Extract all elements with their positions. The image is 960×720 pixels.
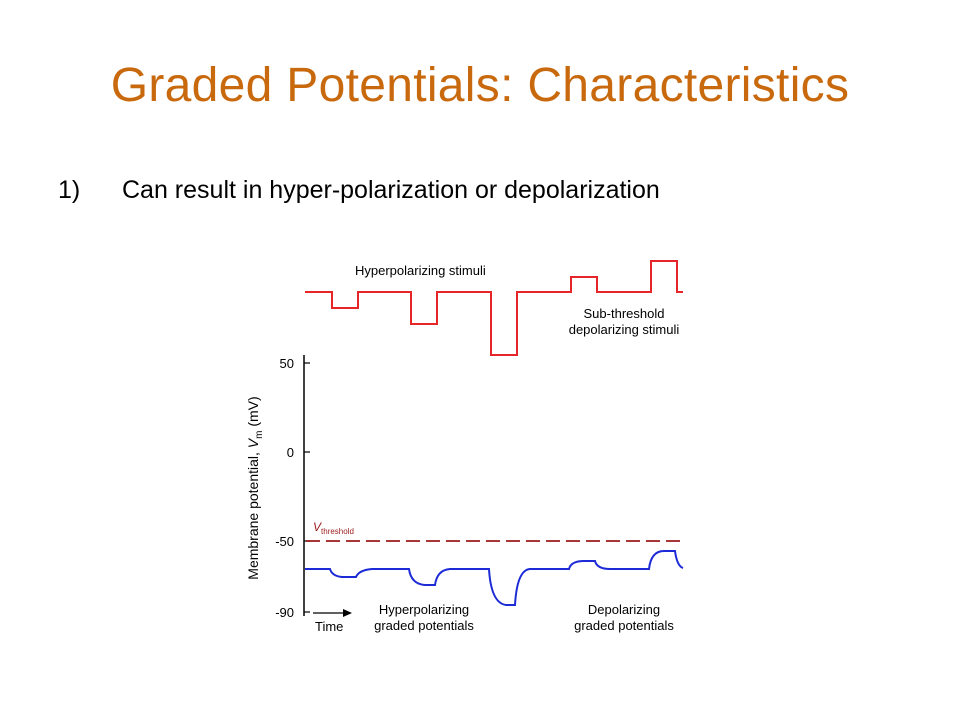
threshold-label-sub: threshold (321, 527, 354, 536)
y-axis-label-suffix: (mV) (245, 396, 261, 430)
y-axis-label-sub: m (254, 431, 265, 439)
hyperpolarizing-stimuli-label: Hyperpolarizing stimuli (355, 263, 486, 278)
stimulus-trace (305, 260, 683, 356)
y-axis-label-prefix: Membrane potential, (245, 448, 261, 580)
time-label: Time (315, 619, 343, 634)
bullet-number: 1) (58, 176, 81, 204)
depolarizing-stimuli-label-line1: Sub-threshold (584, 306, 665, 321)
depol-graded-label-line2: graded potentials (574, 618, 674, 633)
y-tick-label: -90 (275, 605, 294, 620)
time-arrow-icon (343, 609, 352, 617)
depol-graded-label-line1: Depolarizing (588, 602, 660, 617)
slide-title: Graded Potentials: Characteristics (110, 59, 850, 112)
y-axis-label-var: V (245, 437, 261, 448)
depolarizing-stimuli-label-line2: depolarizing stimuli (569, 322, 680, 337)
y-tick-label: 0 (287, 445, 294, 460)
y-tick-label: -50 (275, 534, 294, 549)
hyper-graded-label-line1: Hyperpolarizing (379, 602, 469, 617)
y-axis-label: Membrane potential, Vm (mV) (245, 396, 265, 579)
bullet-item: 1) Can result in hyper-polarization or de… (58, 176, 660, 205)
hyper-graded-label-line2: graded potentials (374, 618, 474, 633)
threshold-label: Vthreshold (313, 520, 354, 536)
threshold-label-var: V (313, 520, 322, 534)
bullet-text: Can result in hyper-polarization or depo… (122, 176, 660, 204)
y-tick-label: 50 (280, 356, 294, 371)
membrane-potential-trace (305, 550, 684, 606)
